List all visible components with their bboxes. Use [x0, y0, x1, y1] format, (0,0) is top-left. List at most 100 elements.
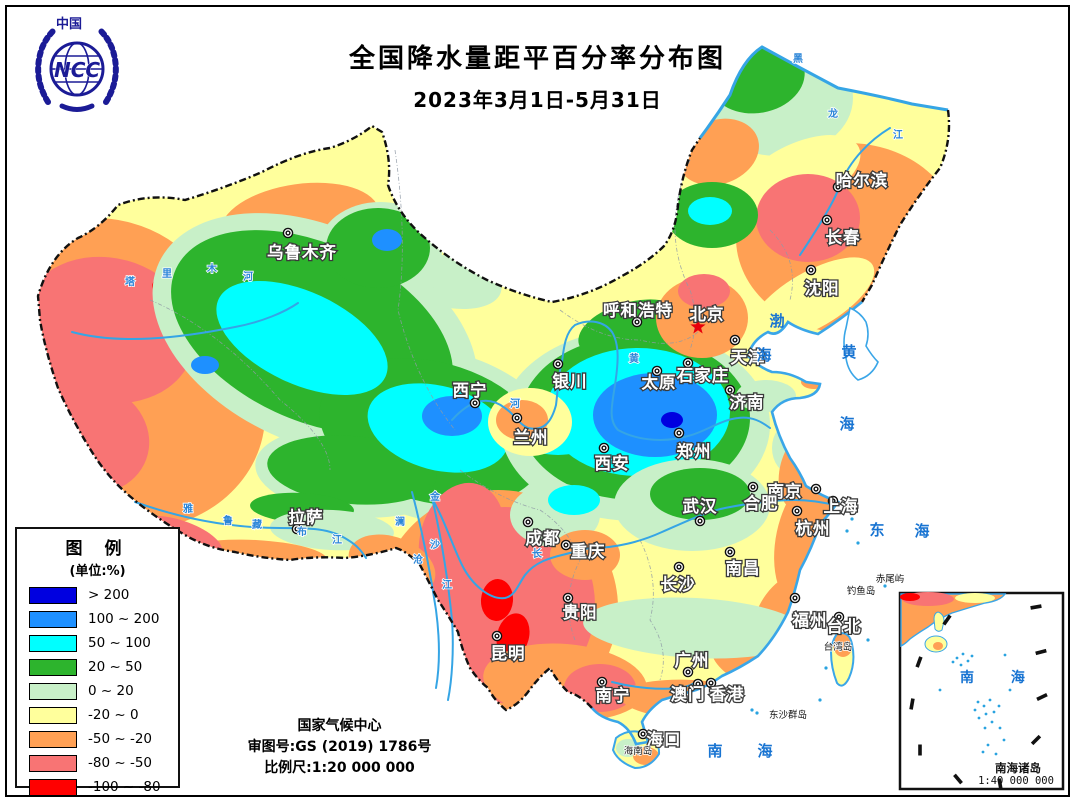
- legend-swatch: [29, 634, 77, 652]
- capital-star-marker: [690, 319, 706, 334]
- city-marker: [491, 630, 503, 642]
- inset-islet-dot: [983, 726, 987, 730]
- city-label: 上海: [824, 496, 859, 516]
- inset-islet-dot: [981, 750, 985, 754]
- legend-swatch: [29, 658, 77, 676]
- city-marker: [682, 666, 694, 678]
- city-marker-inner: [794, 508, 800, 514]
- city-marker-inner: [835, 184, 841, 190]
- city-label: 西安: [595, 453, 630, 473]
- inset-islet-dot: [973, 708, 977, 712]
- city-label: 重庆: [571, 541, 606, 561]
- island-label: 东沙群岛: [769, 709, 807, 721]
- city-label: 成都: [526, 528, 561, 548]
- city-marker: [729, 334, 741, 346]
- legend-label: 100 ~ 200: [88, 611, 160, 627]
- river-label-char: 塔: [125, 275, 136, 288]
- inset-sea-label: 南 海: [960, 669, 1041, 686]
- sea-label-char: 海: [839, 415, 854, 433]
- city-marker-inner: [494, 633, 500, 639]
- inset-islet-dot: [951, 660, 955, 664]
- inset-islet-dot: [1003, 653, 1007, 657]
- inset-islet-dot: [966, 659, 970, 663]
- legend-swatch: [29, 754, 77, 772]
- city-label: 拉萨: [289, 507, 324, 527]
- island-label: 台湾岛: [824, 641, 853, 653]
- city-label: 南宁: [596, 685, 631, 705]
- river-tarim: [71, 302, 299, 341]
- nine-dash-segment: [942, 614, 952, 626]
- legend-label: -80 ~ -50: [88, 755, 152, 771]
- river-label-char: 长: [532, 547, 543, 560]
- city-marker-inner: [727, 387, 733, 393]
- inset-islet-dot: [982, 704, 986, 708]
- city-marker-inner: [792, 595, 798, 601]
- city-label: 广州: [675, 650, 710, 670]
- legend-label: 50 ~ 100: [88, 635, 151, 651]
- nine-dash-segment: [1030, 734, 1042, 746]
- inset-islet-dot: [959, 663, 963, 667]
- river-label-char: 龙: [827, 107, 838, 120]
- inset-islet-dot: [986, 743, 990, 747]
- inset-islet-dot: [938, 688, 942, 692]
- city-marker-inner: [732, 337, 738, 343]
- inset-anomaly-yellow: [955, 593, 995, 603]
- inset-islet-dot: [997, 704, 1001, 708]
- inset-islet-dot: [992, 710, 996, 714]
- city-marker: [789, 592, 801, 604]
- nine-dash-segment: [918, 744, 922, 756]
- legend-label: -20 ~ 0: [88, 707, 139, 723]
- city-marker: [821, 214, 833, 226]
- legend-title: 图 例: [65, 539, 130, 559]
- city-label: 福州: [792, 610, 828, 630]
- islet-dot: [755, 711, 759, 715]
- city-marker: [596, 676, 608, 688]
- islet-dot: [866, 638, 870, 642]
- inset-leizhou: [933, 611, 945, 632]
- river-label-char: 沧: [413, 553, 423, 566]
- river-salween: [411, 491, 440, 689]
- islet-dot: [750, 708, 754, 712]
- legend-label: 20 ~ 50: [88, 659, 143, 675]
- river-label-char: 布: [297, 525, 307, 538]
- logo-ncc-text: NCC: [54, 58, 100, 82]
- footer-agency: 国家气候中心: [297, 718, 382, 734]
- city-label: 兰州: [514, 427, 549, 447]
- city-marker-inner: [601, 445, 607, 451]
- legend-swatch: [29, 682, 77, 700]
- inset-name-label: 南海诸岛: [995, 761, 1041, 775]
- city-marker-inner: [808, 267, 814, 273]
- sea-label-char: 南: [707, 742, 722, 760]
- city-marker-inner: [830, 498, 836, 504]
- city-marker-inner: [565, 595, 571, 601]
- city-label: 北京: [690, 304, 725, 324]
- sea-label-char: 渤: [769, 312, 784, 330]
- islet-dot: [845, 529, 849, 533]
- city-marker-inner: [599, 679, 605, 685]
- inset-islet-dot: [994, 752, 998, 756]
- city-marker: [598, 442, 610, 454]
- legend-row: -50 ~ -20: [29, 730, 178, 748]
- city-label: 南昌: [726, 558, 761, 578]
- logo-laurel-right: [97, 27, 119, 105]
- boundaries: [36, 45, 951, 770]
- islet-dot: [850, 517, 854, 521]
- city-marker: [631, 316, 643, 328]
- inset-boundary-dashes: [909, 604, 1048, 790]
- river-yellow: [451, 320, 771, 441]
- island-label: 海南岛: [624, 745, 653, 757]
- city-marker: [560, 539, 572, 551]
- city-marker-inner: [654, 368, 660, 374]
- legend-swatch: [29, 730, 77, 748]
- amur-border-river: [698, 45, 949, 139]
- city-marker-inner: [727, 549, 733, 555]
- footer-approval: 审图号:GS (2019) 1786号: [247, 739, 432, 755]
- inset-islet-dot: [998, 726, 1002, 730]
- city-marker: [805, 264, 817, 276]
- river-label-char: 雅: [183, 502, 193, 515]
- legend-box: 图 例 (单位:%) > 200 100 ~ 200 50 ~ 100 20 ~ 50…: [15, 527, 180, 796]
- logo-country-text: 中国: [56, 16, 82, 32]
- inset-islet-dot: [977, 716, 981, 720]
- city-marker-inner: [750, 484, 756, 490]
